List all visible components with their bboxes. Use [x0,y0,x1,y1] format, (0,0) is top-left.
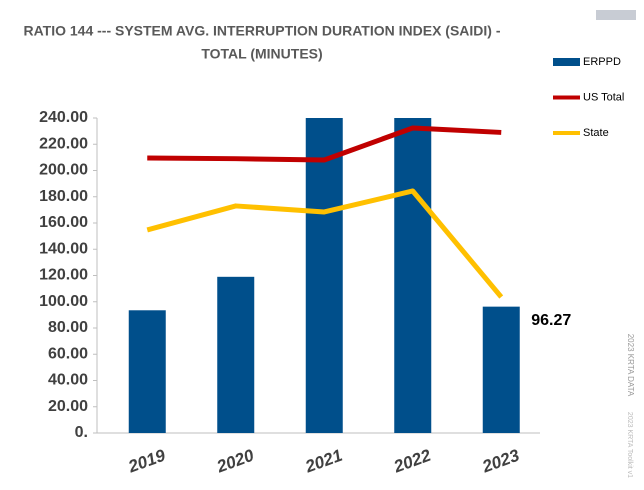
bar [482,306,520,433]
y-tick-label: 20.00 [48,398,88,415]
line-series [147,125,502,163]
legend-label: US Total [583,91,624,103]
watermark: 2023 KRTA DATA [626,334,635,397]
y-tick-label: 120.00 [39,267,88,284]
watermark: 2023 KRTA Toolkit v1 [626,412,633,478]
logo [596,10,636,20]
y-tick-label: 80.00 [48,319,88,336]
y-tick-label: 100.00 [39,293,88,310]
y-tick-label: 0. [75,424,88,441]
line-series [146,188,504,299]
x-tick-label: 2023 [479,445,522,476]
y-tick-label: 40.00 [48,372,88,389]
y-tick-label: 220.00 [39,135,88,152]
x-tick-label: 2019 [125,445,168,476]
bar [217,276,255,433]
legend-label: State [583,127,609,139]
bar [305,118,343,433]
y-tick-label: 200.00 [39,162,88,179]
y-tick-label: 140.00 [39,240,88,257]
x-tick-label: 2020 [213,445,256,476]
y-tick-label: 160.00 [39,214,88,231]
x-tick-label: 2021 [302,446,345,477]
y-tick-label: 240.00 [39,109,88,126]
legend-label: ERPPD [583,56,621,68]
x-tick-label: 2022 [390,445,433,476]
data-label: 96.27 [531,312,571,329]
y-tick-label: 180.00 [39,188,88,205]
bar [394,118,432,433]
chart-title: RATIO 144 --- SYSTEM AVG. INTERRUPTION D… [23,23,500,39]
y-tick-label: 60.00 [48,345,88,362]
bar [128,310,166,433]
legend-swatch [553,58,580,66]
chart-title: TOTAL (MINUTES) [201,46,322,62]
